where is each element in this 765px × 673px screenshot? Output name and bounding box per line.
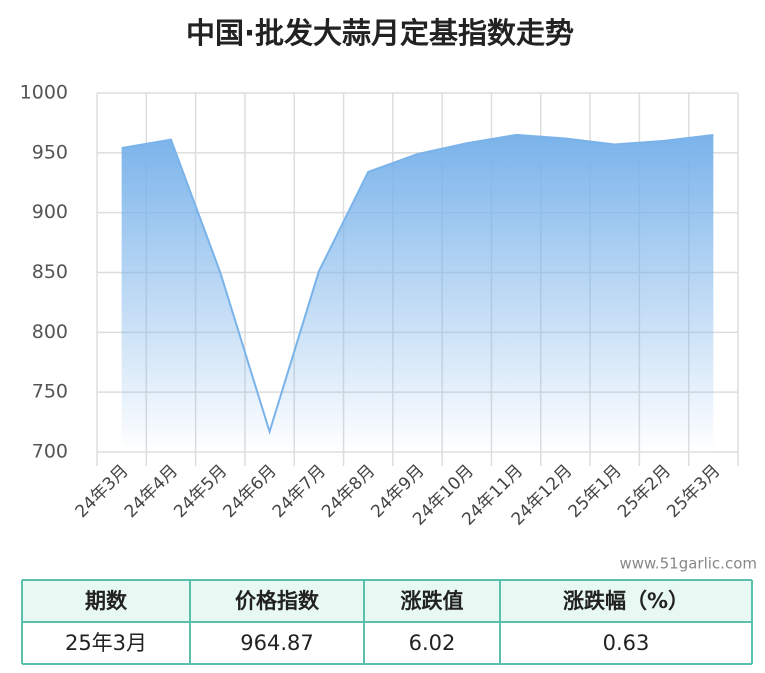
table-header: 价格指数 — [235, 589, 320, 613]
table-header: 涨跌幅（%） — [563, 589, 689, 613]
area — [121, 134, 714, 452]
y-tick-label: 750 — [32, 381, 68, 403]
table-header: 期数 — [85, 589, 128, 613]
header-bg — [22, 580, 752, 622]
x-tick-label: 24年8月 — [318, 461, 379, 522]
y-tick-label: 900 — [32, 201, 68, 223]
x-tick-label: 24年7月 — [269, 461, 330, 522]
line — [121, 133, 714, 436]
x-tick-label: 25年3月 — [663, 461, 724, 522]
x-tick-label: 24年3月 — [72, 461, 133, 522]
x-tick-label: 24年4月 — [121, 461, 182, 522]
x-tick-label: 24年6月 — [220, 461, 281, 522]
y-tick-label: 850 — [32, 261, 68, 283]
table-cell: 964.87 — [240, 631, 313, 655]
y-tick-label: 800 — [32, 321, 68, 343]
table-cell: 25年3月 — [65, 631, 147, 655]
table-cell: 6.02 — [409, 631, 456, 655]
table-header: 涨跌值 — [401, 589, 464, 613]
chart-title: 中国·批发大蒜月定基指数走势 — [186, 16, 574, 50]
y-tick-label: 700 — [32, 441, 68, 463]
x-tick-label: 24年5月 — [170, 461, 231, 522]
table: 期数 价格指数 涨跌值 涨跌幅（%） 25年3月 964.87 6.02 0.63 — [21, 579, 753, 665]
table-cell: 0.63 — [603, 631, 650, 655]
y-tick-label: 950 — [32, 141, 68, 163]
x-tick-label: 25年1月 — [565, 461, 626, 522]
watermark: www.51garlic.com — [619, 555, 757, 573]
y-tick-label: 1000 — [20, 82, 68, 104]
x-tick-label: 25年2月 — [614, 461, 675, 522]
